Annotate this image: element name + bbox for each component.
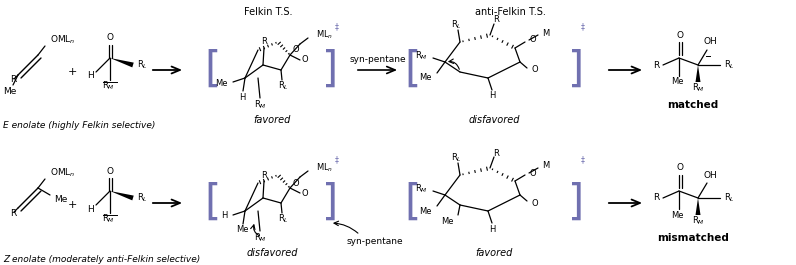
Text: anti-Felkin T.S.: anti-Felkin T.S. — [474, 7, 545, 17]
Text: R: R — [493, 148, 499, 157]
Text: O: O — [302, 55, 309, 64]
Text: R: R — [653, 60, 659, 69]
Text: H: H — [88, 72, 95, 81]
Text: R$_M$: R$_M$ — [416, 50, 428, 62]
Text: R: R — [493, 15, 499, 24]
Text: R$_M$: R$_M$ — [102, 213, 115, 225]
Text: $^\ddagger$: $^\ddagger$ — [334, 23, 341, 33]
Text: ]: ] — [322, 49, 338, 91]
Text: matched: matched — [667, 100, 719, 110]
Text: Me: Me — [419, 73, 432, 82]
Text: OML$_n$: OML$_n$ — [50, 167, 76, 179]
Text: R$_L$: R$_L$ — [278, 213, 288, 225]
Text: R$_M$: R$_M$ — [692, 82, 704, 94]
Text: O: O — [107, 33, 114, 42]
Text: ML$_n$: ML$_n$ — [316, 162, 334, 174]
Text: $^\ddagger$: $^\ddagger$ — [334, 156, 341, 166]
Text: [: [ — [404, 49, 420, 91]
Text: favored: favored — [253, 115, 291, 125]
Text: R$_M$: R$_M$ — [416, 183, 428, 195]
Text: ]: ] — [322, 182, 338, 224]
Text: [: [ — [404, 182, 420, 224]
Text: ]: ] — [568, 49, 584, 91]
Text: R$_L$: R$_L$ — [137, 59, 148, 71]
Text: +: + — [68, 200, 76, 210]
Text: $^\ddagger$: $^\ddagger$ — [579, 23, 587, 33]
Text: [: [ — [205, 182, 221, 224]
Text: R$_L$: R$_L$ — [724, 192, 735, 204]
Text: OML$_n$: OML$_n$ — [50, 34, 76, 46]
FancyArrowPatch shape — [334, 221, 358, 233]
Text: ML$_n$: ML$_n$ — [316, 29, 334, 41]
Text: Z enolate (moderately anti-Felkin selective): Z enolate (moderately anti-Felkin select… — [3, 254, 201, 263]
Text: Me: Me — [419, 206, 432, 215]
Text: OH: OH — [703, 38, 717, 46]
Text: R$_L$: R$_L$ — [451, 19, 462, 31]
Text: R: R — [261, 170, 267, 179]
Text: disfavored: disfavored — [246, 248, 298, 258]
Text: O: O — [302, 188, 309, 197]
Text: H: H — [239, 92, 245, 101]
Text: syn-pentane: syn-pentane — [349, 55, 406, 64]
Text: favored: favored — [475, 248, 513, 258]
Text: O: O — [529, 36, 536, 45]
Text: R: R — [261, 38, 267, 46]
FancyArrowPatch shape — [251, 225, 259, 236]
Text: disfavored: disfavored — [468, 115, 520, 125]
Text: OH: OH — [703, 170, 717, 179]
Polygon shape — [110, 58, 134, 67]
Text: M: M — [542, 29, 549, 38]
Text: O: O — [531, 65, 537, 74]
Text: Me: Me — [236, 226, 248, 235]
Text: ]: ] — [568, 182, 584, 224]
Text: R: R — [10, 209, 16, 218]
Text: O: O — [293, 179, 299, 188]
Text: H: H — [489, 224, 495, 233]
Text: +: + — [68, 67, 76, 77]
Text: O: O — [677, 164, 684, 173]
Text: O: O — [677, 30, 684, 39]
Polygon shape — [110, 191, 134, 200]
Text: O: O — [529, 169, 536, 178]
Text: R$_L$: R$_L$ — [278, 80, 288, 92]
Text: O: O — [531, 198, 537, 207]
Text: H: H — [489, 91, 495, 100]
Text: Me: Me — [216, 78, 228, 87]
Text: R$_M$: R$_M$ — [102, 80, 115, 92]
Text: syn-pentane: syn-pentane — [347, 236, 404, 245]
Text: O: O — [293, 46, 299, 55]
Text: R$_M$: R$_M$ — [254, 232, 267, 244]
Text: R$_L$: R$_L$ — [137, 192, 148, 204]
Text: R: R — [10, 76, 16, 85]
Text: $^\ddagger$: $^\ddagger$ — [579, 156, 587, 166]
Text: Me: Me — [671, 77, 683, 86]
Text: H: H — [88, 205, 95, 214]
Text: [: [ — [205, 49, 221, 91]
Text: Me: Me — [3, 86, 17, 95]
Polygon shape — [696, 65, 700, 82]
Text: mismatched: mismatched — [657, 233, 729, 243]
Text: H: H — [221, 211, 228, 220]
FancyArrowPatch shape — [449, 59, 459, 69]
Text: Felkin T.S.: Felkin T.S. — [244, 7, 292, 17]
Text: Me: Me — [671, 210, 683, 219]
Text: R: R — [653, 193, 659, 202]
Text: Me: Me — [442, 217, 454, 226]
Text: Me: Me — [54, 195, 68, 204]
Text: O: O — [107, 166, 114, 175]
Text: R$_L$: R$_L$ — [724, 59, 735, 71]
Polygon shape — [696, 198, 700, 215]
Text: E enolate (highly Felkin selective): E enolate (highly Felkin selective) — [3, 121, 155, 130]
Text: R$_M$: R$_M$ — [692, 215, 704, 227]
Text: R$_M$: R$_M$ — [254, 99, 267, 111]
Text: R$_L$: R$_L$ — [451, 152, 462, 164]
Text: M: M — [542, 161, 549, 170]
